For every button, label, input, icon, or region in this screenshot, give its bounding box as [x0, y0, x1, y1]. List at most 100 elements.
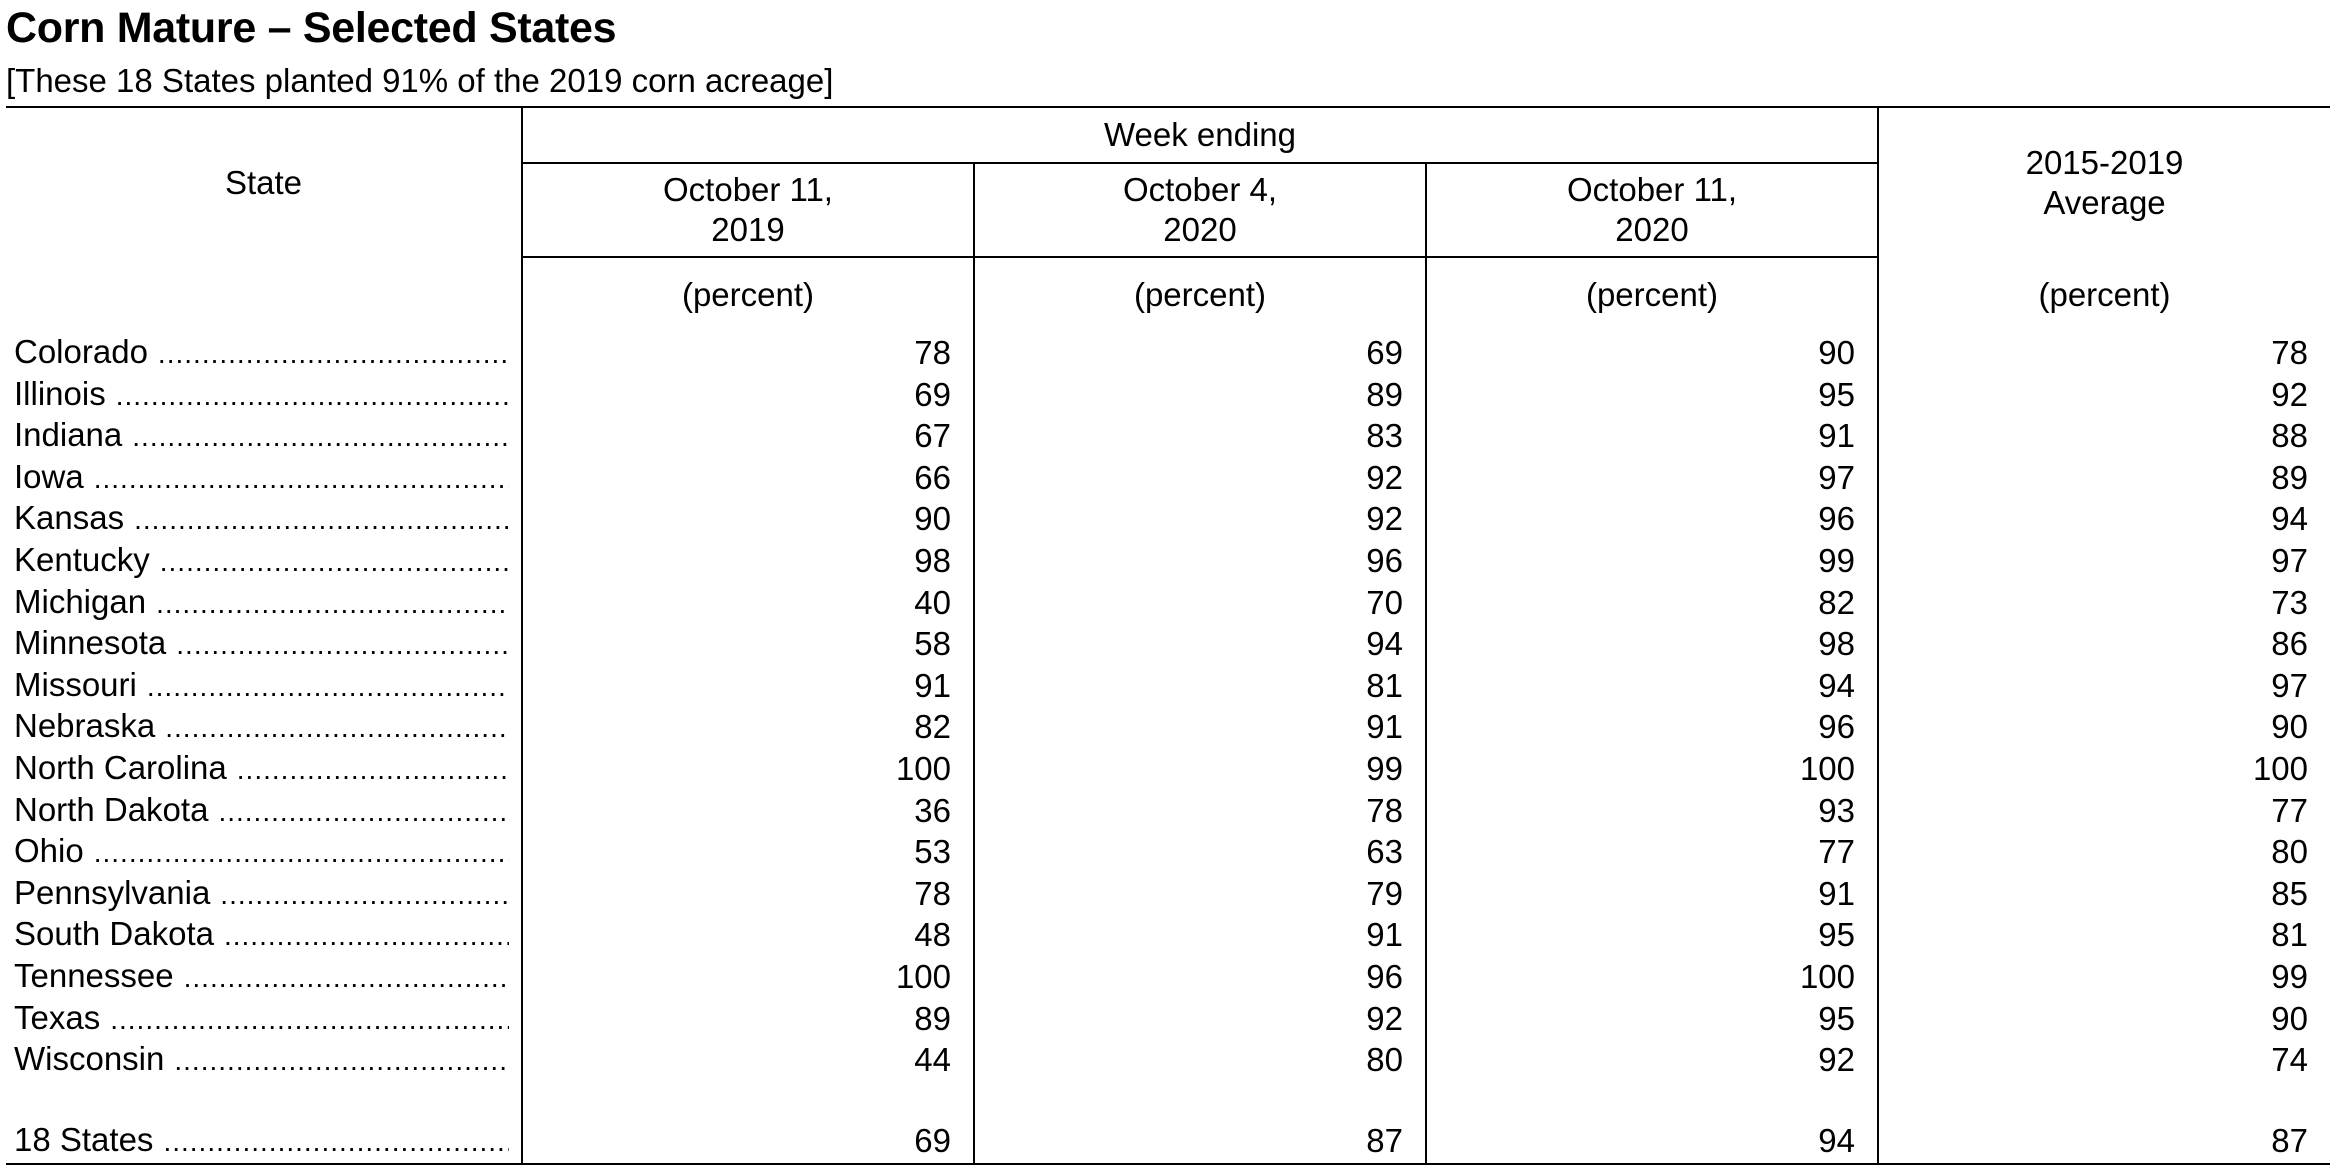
state-cell-content: 18 States...............................…	[14, 1119, 509, 1162]
state-cell: Texas...................................…	[6, 997, 523, 1040]
leader-dots: ........................................…	[223, 920, 509, 952]
value-cell: 87	[1878, 1118, 2331, 1165]
date-header-line1: October 4,	[1122, 171, 1278, 208]
state-cell: South Dakota............................…	[6, 914, 523, 956]
state-name: North Carolina	[14, 748, 227, 786]
date-header-line1: October 11,	[1567, 171, 1737, 208]
corn-mature-table: State Week ending 2015-2019 Average Octo…	[6, 106, 2331, 1165]
table-row: Ohio....................................…	[6, 831, 2330, 873]
page-title: Corn Mature – Selected States	[6, 4, 617, 52]
leader-dots: ........................................…	[93, 462, 509, 494]
value-cell: 95	[1426, 997, 1880, 1040]
value-cell: 40	[522, 581, 975, 624]
unit-cell-blank	[6, 257, 523, 332]
leader-dots: ........................................…	[110, 1003, 509, 1035]
value-cell: 92	[974, 498, 1427, 540]
leader-dots: ........................................…	[174, 1045, 509, 1077]
state-cell: North Dakota............................…	[6, 789, 523, 832]
leader-dots: ........................................…	[157, 338, 509, 369]
page-subtitle: [These 18 States planted 91% of the 2019…	[6, 62, 834, 99]
date-column-header: October 11, 2020	[1426, 163, 1880, 258]
value-cell: 90	[522, 498, 975, 540]
state-cell: Colorado................................…	[6, 332, 523, 374]
value-cell: 96	[974, 539, 1427, 582]
table-row: Illinois................................…	[6, 373, 2330, 416]
unit-cell: (percent)	[1426, 257, 1880, 332]
value-cell: 100	[2252, 749, 2309, 787]
value-cell: 78	[522, 872, 975, 915]
value-cell: 69	[522, 1118, 975, 1165]
state-name: Missouri	[14, 665, 137, 703]
leader-dots: ........................................…	[115, 379, 509, 411]
table-row: North Dakota............................…	[6, 789, 2330, 832]
state-name: Tennessee	[14, 956, 174, 994]
date-column-header: October 4, 2020	[974, 163, 1427, 258]
state-name: South Dakota	[14, 915, 214, 953]
value-cell: 66	[522, 456, 975, 499]
value-cell: 92	[974, 456, 1427, 499]
value-cell: 89	[522, 997, 975, 1040]
state-cell-content: Texas...................................…	[14, 998, 509, 1040]
leader-dots: ........................................…	[159, 545, 509, 577]
value-cell: 100	[1426, 747, 1880, 790]
state-name: Illinois	[14, 374, 106, 412]
state-name: Indiana	[14, 416, 123, 454]
value-cell: 80	[2271, 833, 2309, 871]
state-cell: Nebraska................................…	[6, 706, 523, 748]
value-cell: 94	[1426, 1118, 1880, 1165]
state-name: 18 States	[14, 1120, 154, 1158]
state-cell: Minnesota...............................…	[6, 623, 523, 665]
value-cell: 86	[2271, 625, 2309, 663]
value-cell: 89	[2271, 458, 2309, 496]
value-cell: 98	[522, 539, 975, 582]
spacer-cell	[6, 1080, 523, 1119]
state-cell: Wisconsin...............................…	[6, 1039, 523, 1081]
value-cell: 90	[1426, 332, 1880, 374]
value-cell: 91	[1426, 415, 1880, 457]
value-cell: 81	[974, 664, 1427, 707]
table-row: South Dakota............................…	[6, 914, 2330, 956]
value-cell: 92	[2271, 375, 2309, 413]
state-cell-content: Iowa....................................…	[14, 457, 509, 499]
date-header-line2: 2020	[1615, 211, 1689, 248]
value-cell: 82	[522, 706, 975, 748]
unit-cell: (percent)	[974, 257, 1427, 332]
leader-dots: ........................................…	[146, 670, 509, 702]
state-name: Iowa	[14, 457, 84, 495]
value-cell: 99	[1426, 539, 1880, 582]
value-cell: 44	[522, 1039, 975, 1081]
table-row: Pennsylvania............................…	[6, 872, 2330, 915]
state-cell: Kansas..................................…	[6, 498, 523, 540]
total-row: 18 States...............................…	[6, 1118, 2331, 1165]
state-cell: Indiana.................................…	[6, 415, 523, 457]
value-cell: 96	[1426, 498, 1880, 540]
average-header-line2: Average	[2043, 183, 2166, 221]
table-row: Nebraska................................…	[6, 706, 2330, 748]
state-name: North Dakota	[14, 790, 209, 828]
leader-dots: ........................................…	[156, 587, 509, 619]
state-cell: Kentucky................................…	[6, 539, 523, 582]
value-cell: 58	[522, 623, 975, 665]
state-cell: Illinois................................…	[6, 373, 523, 416]
value-cell: 77	[2271, 791, 2309, 829]
state-cell: Pennsylvania............................…	[6, 872, 523, 915]
value-cell: 91	[522, 664, 975, 707]
leader-dots: ........................................…	[163, 1125, 509, 1157]
spacer-cell	[974, 1080, 1427, 1119]
value-cell: 70	[974, 581, 1427, 624]
value-cell: 79	[974, 872, 1427, 915]
value-cell: 81	[2271, 916, 2309, 954]
value-cell: 95	[1426, 373, 1880, 416]
state-cell-content: Minnesota...............................…	[14, 623, 509, 665]
spacer-cell	[522, 1080, 975, 1119]
value-cell: 99	[974, 747, 1427, 790]
value-cell: 94	[974, 623, 1427, 665]
value-cell: 91	[974, 706, 1427, 748]
table-body: (percent) (percent) (percent) (percent) …	[6, 257, 2331, 1165]
value-cell: 95	[1426, 914, 1880, 956]
value-cell: 85	[2271, 874, 2309, 912]
table-row: Missouri................................…	[6, 664, 2330, 707]
leader-dots: ........................................…	[220, 878, 509, 910]
spacer-cell	[1426, 1080, 1880, 1119]
state-cell-content: Missouri................................…	[14, 665, 509, 707]
